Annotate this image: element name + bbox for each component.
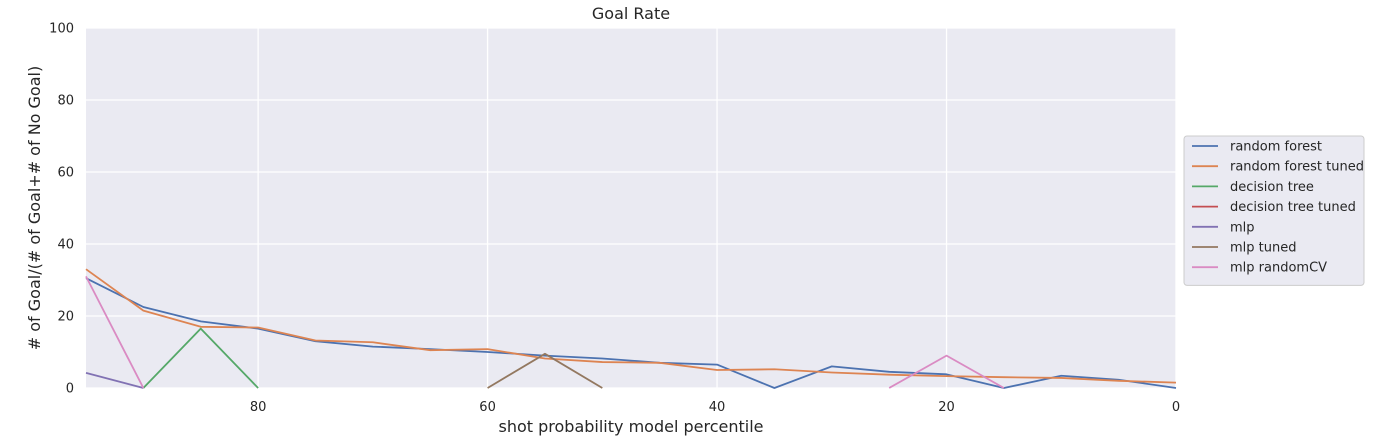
x-tick-label-60: 60: [479, 400, 496, 415]
series-line-mlp-tuned: [487, 352, 603, 389]
legend-label-decision-tree-tuned: decision tree tuned: [1230, 200, 1356, 215]
legend-label-mlp: mlp: [1230, 220, 1255, 235]
y-tick-label-80: 80: [57, 94, 74, 109]
legend-label-mlp-randomcv: mlp randomCV: [1230, 261, 1327, 276]
series-line-mlp: [85, 372, 144, 389]
x-tick-label-80: 80: [250, 400, 267, 415]
legend-label-mlp-tuned: mlp tuned: [1230, 241, 1297, 256]
legend-label-random-forest: random forest: [1230, 140, 1322, 155]
y-tick-label-20: 20: [57, 310, 74, 325]
y-tick-label-60: 60: [57, 166, 74, 181]
plot-background: [86, 28, 1176, 388]
tick-labels: 80 60 40 20 0 0 20 40 60 80 100: [49, 22, 1180, 416]
chart-title: Goal Rate: [592, 4, 670, 23]
legend-label-random-forest-tuned: random forest tuned: [1230, 160, 1364, 175]
series-line-random-forest-tuned: [85, 268, 1177, 384]
y-tick-label-0: 0: [66, 382, 74, 397]
series-line-mlp-randomcv: [85, 275, 1005, 389]
legend-box: [1183, 135, 1365, 286]
y-tick-label-100: 100: [49, 22, 74, 37]
x-tick-label-20: 20: [938, 400, 955, 415]
y-tick-label-40: 40: [57, 238, 74, 253]
legend-label-decision-tree: decision tree: [1230, 180, 1314, 195]
x-axis-label: shot probability model percentile: [499, 417, 764, 436]
x-tick-label-40: 40: [709, 400, 726, 415]
x-tick-label-0: 0: [1172, 400, 1180, 415]
legend: random forest random forest tuned decision…: [1183, 135, 1365, 286]
series-lines: [85, 268, 1177, 389]
series-line-random-forest: [85, 277, 1177, 389]
grid-lines: [86, 27, 1177, 389]
y-axis-label: # of Goal/(# of Goal+# of No Goal): [25, 66, 44, 350]
series-line-decision-tree: [142, 327, 259, 389]
